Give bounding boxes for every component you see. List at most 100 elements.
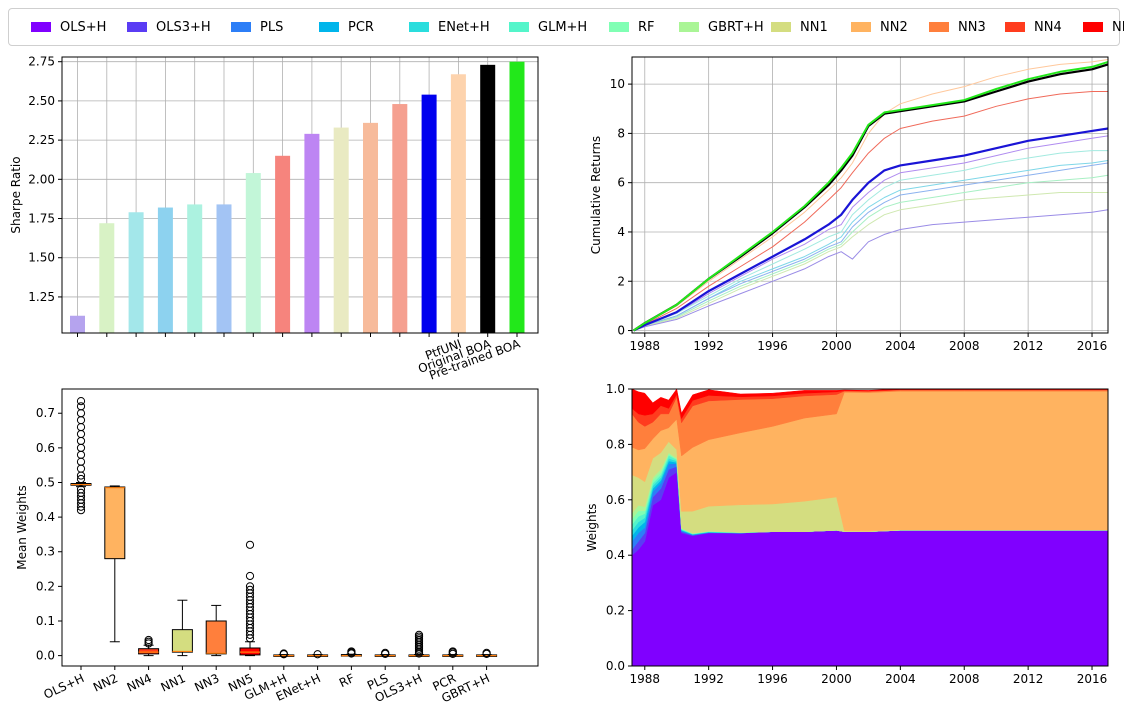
y-tick-label: 6	[617, 176, 625, 190]
legend-swatch	[231, 22, 251, 32]
y-axis-label: Cumulative Returns	[589, 136, 603, 254]
x-tick-label: 2012	[1013, 672, 1044, 686]
flier	[144, 635, 153, 645]
y-tick-label: 0.8	[606, 437, 625, 451]
x-tick-label: 1988	[630, 339, 661, 353]
bar	[216, 204, 232, 333]
bar	[245, 173, 261, 333]
legend-label: GBRT+H	[708, 19, 764, 35]
flier	[76, 436, 86, 446]
p4-axes: 0.0 0.2 0.4 0.6 0.8 1.0 1988 1992 1996 2000 2004 20…	[585, 382, 1107, 686]
x-tick-label: NN4	[125, 671, 154, 695]
y-tick-label: 1.25	[28, 290, 55, 304]
legend-item: ENet+H	[409, 9, 490, 45]
y-tick-label: 0.3	[36, 545, 55, 559]
x-tick-label: 2016	[1077, 339, 1108, 353]
y-tick-label: 1.75	[28, 212, 55, 226]
legend-item: GLM+H	[509, 9, 587, 45]
x-tick-label: NN3	[192, 671, 221, 695]
box	[307, 650, 329, 659]
box-body	[205, 620, 227, 655]
flier	[76, 474, 86, 484]
legend-swatch	[409, 22, 429, 32]
y-tick-label: 0	[617, 324, 625, 338]
y-tick-label: 1.0	[606, 382, 625, 396]
legend-swatch	[509, 22, 529, 32]
legend-swatch	[127, 22, 147, 32]
legend-label: PCR	[348, 19, 374, 35]
box	[340, 647, 362, 658]
flier	[76, 397, 86, 406]
y-tick-label: 2.00	[28, 172, 55, 186]
flier	[144, 637, 153, 646]
weights-stacked-area-chart: 0.0 0.2 0.4 0.6 0.8 1.0 1988 1992 1996 2000 2004 20…	[585, 382, 1109, 686]
flier	[76, 429, 86, 439]
y-tick-label: 0.6	[36, 441, 55, 455]
bar	[304, 133, 320, 333]
flier	[245, 540, 255, 549]
x-tick-label: 2000	[821, 672, 852, 686]
y-tick-label: 4	[617, 225, 625, 239]
series-line	[633, 209, 1109, 331]
x-tick-label: 2004	[885, 672, 916, 686]
flier	[76, 416, 86, 425]
x-tick-label: 2008	[949, 672, 980, 686]
series-line	[633, 174, 1109, 331]
y-axis-label: Weights	[585, 503, 599, 551]
y-tick-label: 0.4	[606, 548, 625, 562]
legend-item: OLS3+H	[127, 9, 211, 45]
flier	[381, 648, 390, 657]
p4-frame	[631, 388, 1109, 667]
y-tick-label: 0.7	[36, 406, 55, 420]
flier	[76, 402, 86, 411]
flier	[76, 457, 86, 466]
flier	[76, 464, 86, 473]
box	[442, 647, 464, 658]
legend-label: ENet+H	[438, 19, 490, 35]
legend-label: NN5	[1112, 19, 1124, 35]
p1-bars	[70, 61, 525, 334]
sharpe-ratio-bar-chart: 1.251.501.752.002.252.502.75PtfUNIOrigin…	[9, 55, 539, 383]
series-line	[633, 192, 1108, 331]
y-tick-label: 2	[617, 274, 625, 288]
legend-item: NN3	[929, 9, 986, 45]
x-tick-label: 2012	[1013, 339, 1044, 353]
y-tick-label: 0.0	[36, 649, 55, 663]
box	[138, 635, 160, 657]
legend-item: NN4	[1005, 9, 1062, 45]
legend-item: RF	[609, 9, 655, 45]
box	[476, 648, 498, 658]
bar	[275, 155, 291, 333]
x-tick-label: 1996	[757, 672, 788, 686]
legend-label: NN4	[1034, 19, 1062, 35]
flier	[76, 422, 86, 432]
flier	[313, 650, 322, 659]
legend-label: OLS3+H	[156, 19, 211, 35]
legend-item: OLS+H	[31, 9, 106, 45]
p2-frame	[631, 56, 1109, 334]
x-tick-label: 1996	[757, 339, 788, 353]
legend-swatch	[1083, 22, 1103, 32]
legend-swatch	[771, 22, 791, 32]
x-tick-label: 2016	[1077, 672, 1108, 686]
box-body	[138, 648, 160, 655]
series-line	[633, 135, 1109, 331]
flier	[76, 485, 86, 494]
box	[70, 397, 92, 515]
series-line	[633, 150, 1108, 331]
y-tick-label: 2.50	[28, 94, 55, 108]
box-body	[239, 647, 261, 656]
flier	[414, 630, 424, 639]
bar	[509, 61, 525, 334]
bar	[157, 207, 173, 333]
box	[408, 630, 430, 658]
p2-axes: 0 2 4 6 8 10 1988 1992 1996 2000 2004 2008 2012 2016 C…	[589, 77, 1107, 353]
flier	[76, 450, 86, 459]
y-tick-label: 0.1	[36, 614, 55, 628]
box	[171, 599, 193, 657]
y-axis-label: Sharpe Ratio	[9, 156, 23, 233]
legend-item: NN1	[771, 9, 828, 45]
legend-label: NN2	[880, 19, 908, 35]
bar	[187, 204, 203, 333]
legend-label: RF	[638, 19, 655, 35]
